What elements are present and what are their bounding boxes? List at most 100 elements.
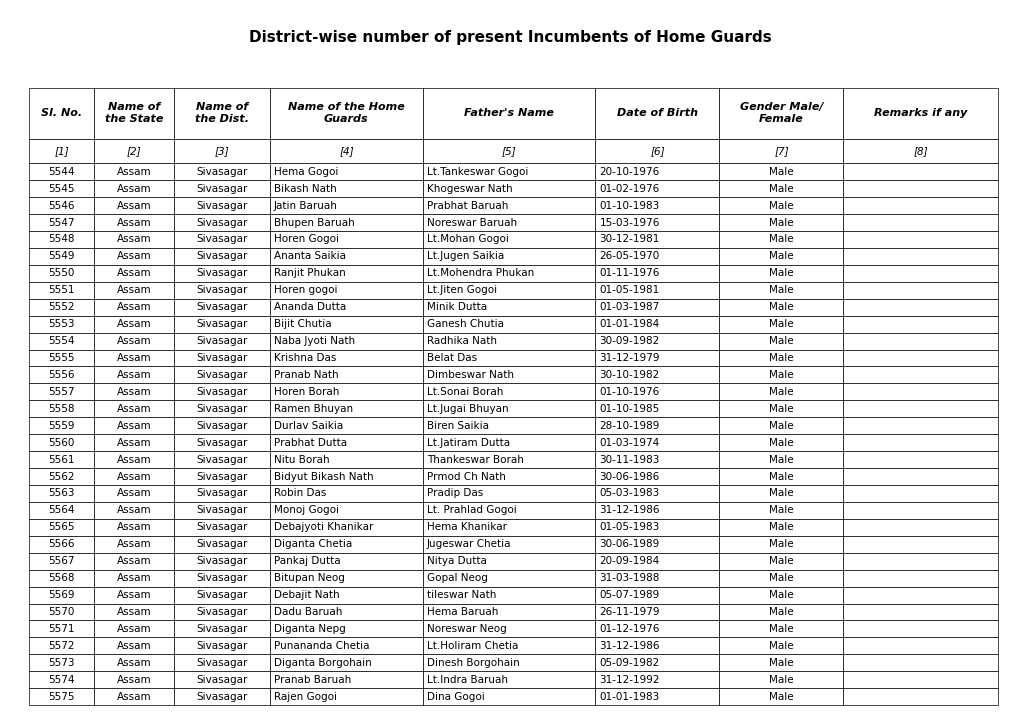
Text: Male: Male <box>768 421 793 430</box>
Text: Lt.Jiten Gogoi: Lt.Jiten Gogoi <box>427 286 496 296</box>
Text: Lt.Sonai Borah: Lt.Sonai Borah <box>427 387 503 397</box>
Text: Male: Male <box>768 336 793 346</box>
Text: Gopal Neog: Gopal Neog <box>427 573 487 583</box>
Bar <box>595 214 718 231</box>
Text: Sivasagar: Sivasagar <box>196 590 248 600</box>
Text: Assam: Assam <box>117 218 152 228</box>
Text: [6]: [6] <box>649 146 664 156</box>
Text: Assam: Assam <box>117 252 152 262</box>
Text: Ganesh Chutia: Ganesh Chutia <box>427 319 503 329</box>
Text: Lt. Prahlad Gogoi: Lt. Prahlad Gogoi <box>427 505 517 516</box>
Text: 31-12-1992: 31-12-1992 <box>599 675 659 685</box>
Text: Sivasagar: Sivasagar <box>196 675 248 685</box>
Bar <box>95 519 173 536</box>
Text: Pranab Nath: Pranab Nath <box>274 370 338 380</box>
Text: Punananda Chetia: Punananda Chetia <box>274 641 369 651</box>
Bar <box>843 451 997 468</box>
Text: Sivasagar: Sivasagar <box>196 404 248 414</box>
Text: 01-01-1984: 01-01-1984 <box>599 319 659 329</box>
Bar <box>270 587 423 603</box>
Bar <box>95 587 173 603</box>
Text: Male: Male <box>768 675 793 685</box>
Bar <box>423 417 595 434</box>
Text: Name of
the State: Name of the State <box>105 102 163 124</box>
Text: 5567: 5567 <box>48 556 74 566</box>
Text: 20-09-1984: 20-09-1984 <box>599 556 659 566</box>
Bar <box>95 502 173 519</box>
Bar <box>173 231 270 248</box>
Bar <box>29 400 95 417</box>
Text: Robin Das: Robin Das <box>274 488 326 498</box>
Text: Debajit Nath: Debajit Nath <box>274 590 339 600</box>
Text: 5568: 5568 <box>48 573 74 583</box>
Bar <box>718 400 843 417</box>
Text: 01-10-1983: 01-10-1983 <box>599 200 659 211</box>
Text: 5563: 5563 <box>48 488 74 498</box>
Bar <box>173 519 270 536</box>
Bar <box>29 88 95 138</box>
Text: Horen gogoi: Horen gogoi <box>274 286 337 296</box>
Text: Assam: Assam <box>117 556 152 566</box>
Text: Assam: Assam <box>117 319 152 329</box>
Text: Assam: Assam <box>117 691 152 702</box>
Text: [2]: [2] <box>126 146 142 156</box>
Bar <box>423 570 595 587</box>
Bar <box>270 88 423 138</box>
Text: 5549: 5549 <box>48 252 74 262</box>
Bar <box>270 231 423 248</box>
Text: Sivasagar: Sivasagar <box>196 505 248 516</box>
Text: Dinesh Borgohain: Dinesh Borgohain <box>427 658 520 668</box>
Bar <box>423 332 595 350</box>
Bar <box>423 248 595 265</box>
Text: 5546: 5546 <box>48 200 74 211</box>
Bar <box>270 316 423 332</box>
Text: Male: Male <box>768 573 793 583</box>
Bar <box>595 587 718 603</box>
Bar <box>270 298 423 316</box>
Text: Naba Jyoti Nath: Naba Jyoti Nath <box>274 336 355 346</box>
Bar <box>423 298 595 316</box>
Text: Assam: Assam <box>117 505 152 516</box>
Text: Assam: Assam <box>117 658 152 668</box>
Bar <box>718 468 843 485</box>
Bar <box>95 350 173 366</box>
Text: Assam: Assam <box>117 353 152 363</box>
Text: [5]: [5] <box>501 146 516 156</box>
Bar <box>270 536 423 553</box>
Bar <box>843 384 997 400</box>
Bar <box>270 451 423 468</box>
Bar <box>843 350 997 366</box>
Bar <box>173 451 270 468</box>
Text: 5548: 5548 <box>48 234 74 244</box>
Bar <box>270 468 423 485</box>
Text: Nitya Dutta: Nitya Dutta <box>427 556 486 566</box>
Text: Assam: Assam <box>117 607 152 617</box>
Bar <box>95 88 173 138</box>
Text: Male: Male <box>768 488 793 498</box>
Bar <box>173 570 270 587</box>
Text: Male: Male <box>768 438 793 448</box>
Text: [4]: [4] <box>338 146 354 156</box>
Text: tileswar Nath: tileswar Nath <box>427 590 496 600</box>
Bar <box>843 587 997 603</box>
Bar <box>423 519 595 536</box>
Bar <box>423 434 595 451</box>
Bar <box>29 180 95 197</box>
Text: [8]: [8] <box>912 146 927 156</box>
Text: Assam: Assam <box>117 455 152 464</box>
Text: 01-05-1983: 01-05-1983 <box>599 522 659 532</box>
Bar <box>95 180 173 197</box>
Bar <box>423 138 595 163</box>
Bar <box>173 350 270 366</box>
Text: Belat Das: Belat Das <box>427 353 477 363</box>
Text: Remarks if any: Remarks if any <box>873 108 966 118</box>
Bar <box>173 332 270 350</box>
Bar <box>270 180 423 197</box>
Bar <box>29 350 95 366</box>
Text: Sivasagar: Sivasagar <box>196 184 248 194</box>
Text: Sivasagar: Sivasagar <box>196 336 248 346</box>
Text: 01-11-1976: 01-11-1976 <box>599 268 659 278</box>
Bar <box>270 400 423 417</box>
Text: Jugeswar Chetia: Jugeswar Chetia <box>427 539 511 549</box>
Text: Gender Male/
Female: Gender Male/ Female <box>739 102 822 124</box>
